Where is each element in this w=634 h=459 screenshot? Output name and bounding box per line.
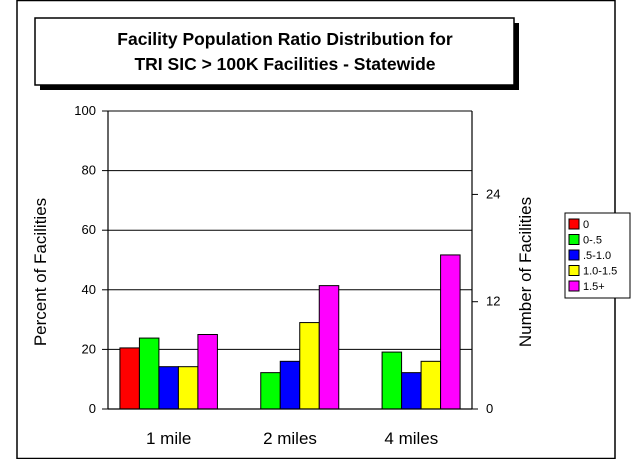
bar-2-4-miles (381, 351, 403, 410)
bar-2-1-mile (138, 337, 160, 410)
y-tick-label-left: 100 (74, 103, 96, 118)
legend-swatch (568, 249, 580, 261)
bar-5-4-miles (440, 254, 461, 410)
legend: 0 0-.5 .5-1.0 1.0-1.5 1.5+ (564, 212, 631, 299)
legend-label: 0 (583, 219, 589, 231)
y-tick-label-left: 80 (82, 163, 96, 178)
bar-4-1-mile (177, 366, 199, 410)
y-axis-label-left: Percent of Facilities (31, 198, 50, 346)
y-tick-label-right: 12 (486, 294, 500, 309)
y-axis-label-right: Number of Facilities (516, 197, 535, 347)
y-tick-label-left: 60 (82, 222, 96, 237)
chart-title-line-2: TRI SIC > 100K Facilities - Statewide (134, 54, 435, 74)
bar-4-2-miles (299, 322, 320, 410)
bar-5-1-mile (197, 334, 218, 410)
legend-label: 1.5+ (583, 281, 605, 293)
bar-3-4-miles (401, 372, 422, 410)
legend-swatch (568, 280, 580, 292)
x-category-label: 2 miles (263, 429, 317, 448)
y-tick-label-right: 0 (486, 401, 493, 416)
legend-label: 1.0-1.5 (583, 266, 617, 278)
axes (102, 110, 478, 410)
x-category-label: 4 miles (384, 429, 438, 448)
y-tick-label-left: 0 (89, 401, 96, 416)
bar-4-4-miles (420, 360, 442, 410)
legend-label: .5-1.0 (583, 250, 611, 262)
legend-label: 0-.5 (583, 235, 602, 247)
bar-1-1-mile (119, 347, 140, 410)
gridlines (108, 110, 472, 350)
bar-5-2-miles (318, 285, 340, 410)
y-tick-label-left: 20 (82, 341, 96, 356)
legend-swatch (568, 218, 580, 230)
category-labels: 1 mile 2 miles 4 miles (146, 429, 438, 448)
tick-labels: 0 20 40 60 80 100 0 12 24 (74, 103, 500, 416)
title-box (34, 17, 515, 86)
legend-swatch (568, 234, 580, 245)
chart-title-line-1: Facility Population Ratio Distribution f… (117, 29, 453, 49)
bar-3-2-miles (279, 360, 301, 410)
bars (119, 254, 461, 410)
bar-2-2-miles (260, 372, 281, 410)
bar-3-1-mile (158, 366, 179, 410)
legend-swatch (568, 265, 580, 276)
y-tick-label-right: 24 (486, 186, 500, 201)
x-category-label: 1 mile (146, 429, 191, 448)
y-tick-label-left: 40 (82, 282, 96, 297)
